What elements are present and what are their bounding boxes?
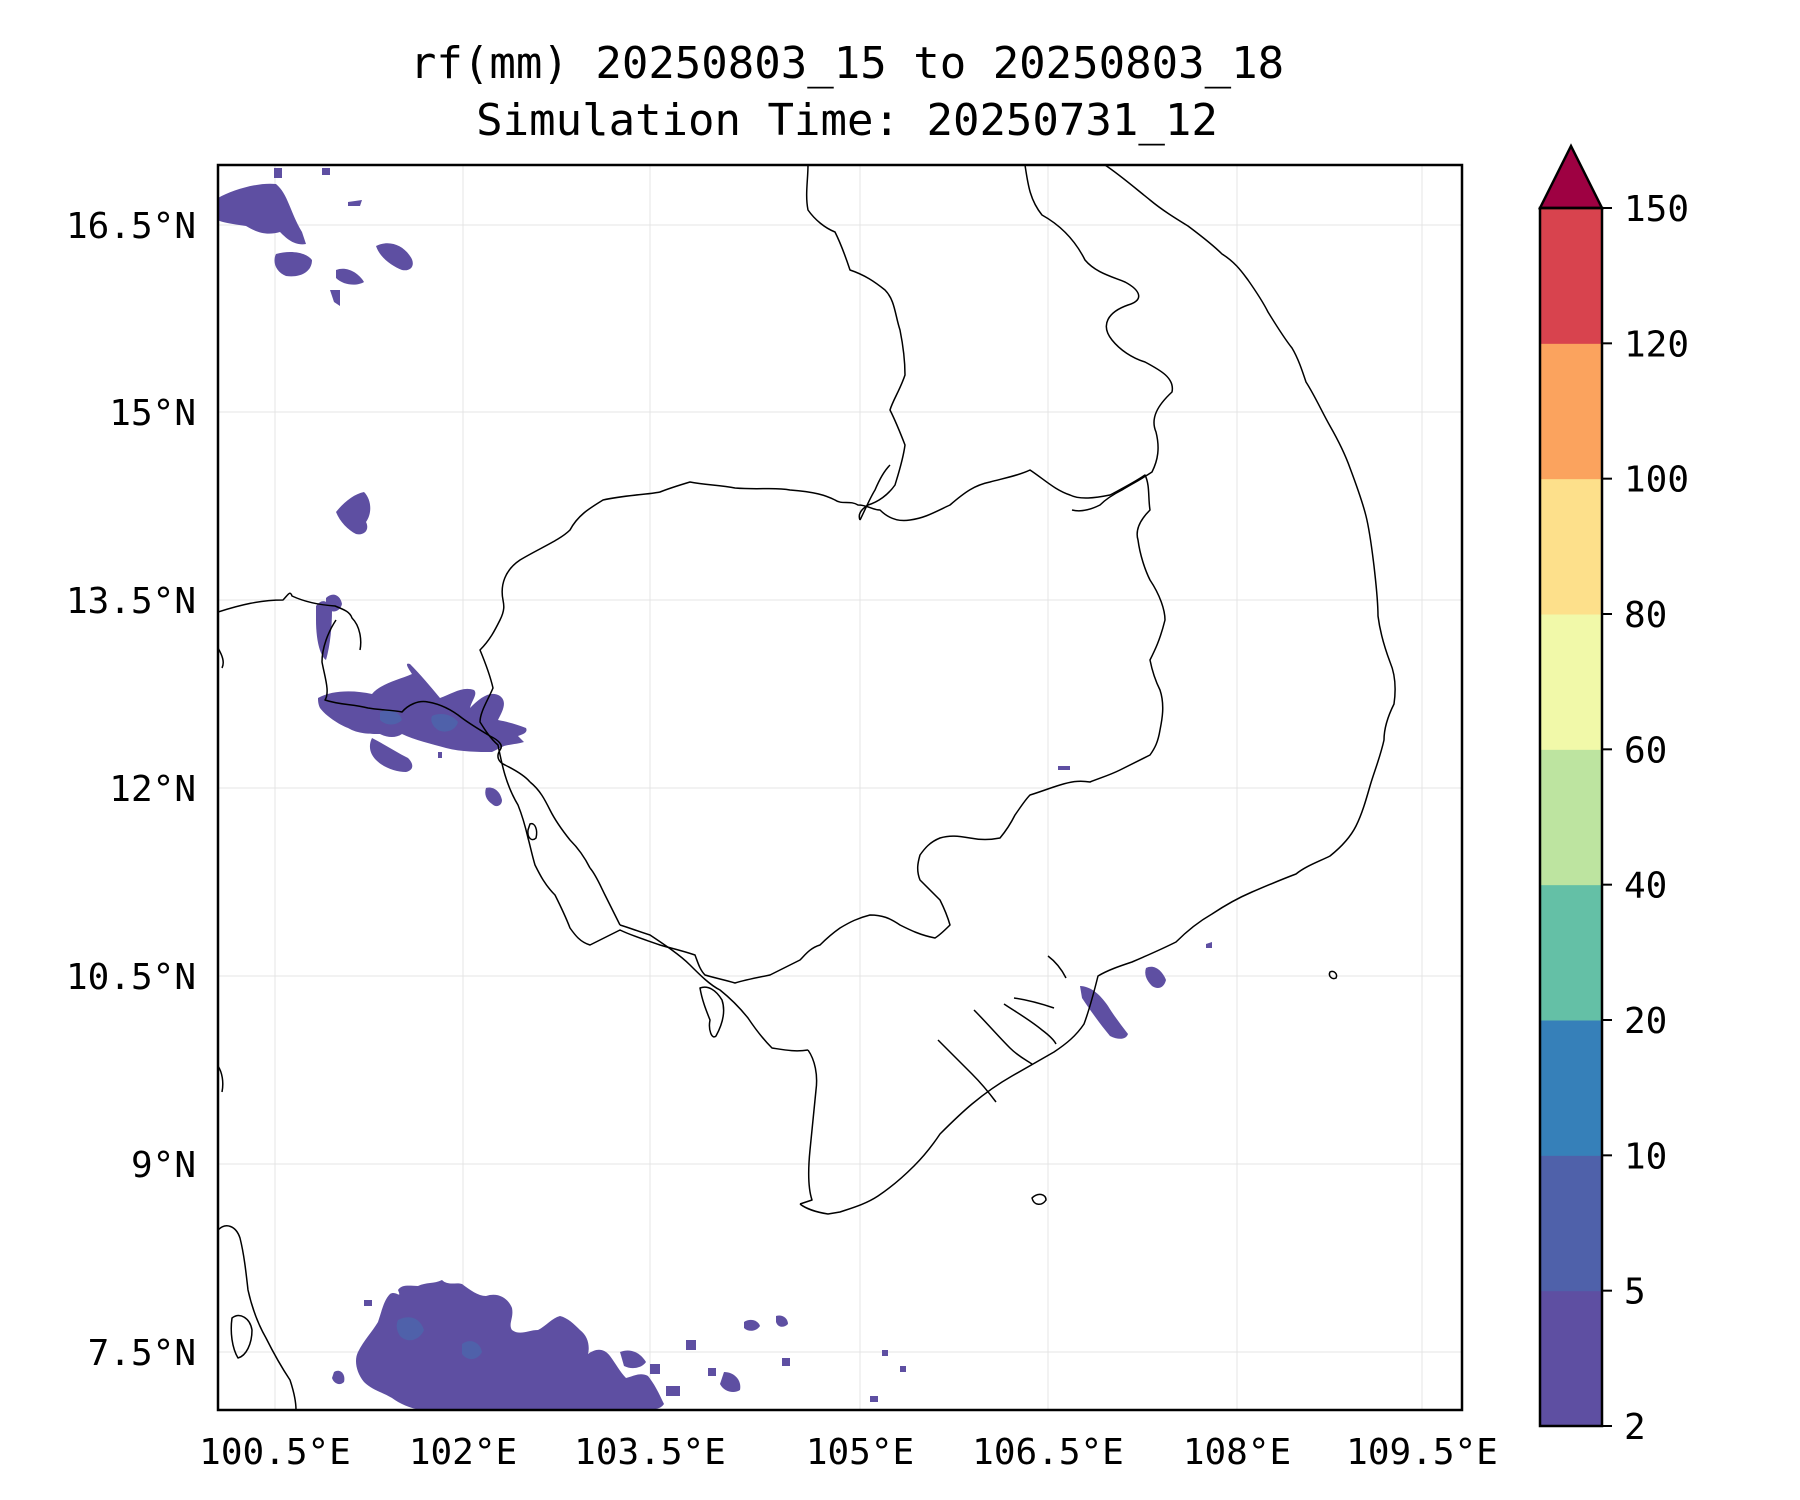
rainfall-layer [218,168,1212,1410]
colorbar-bands [1540,208,1602,1427]
colorbar-band-4 [1540,749,1602,886]
phu-quoc-island [699,986,725,1038]
title-line1: rf(mm) 20250803_15 to 20250803_18 [410,38,1284,89]
rain-region-gulf-of-thailand [316,594,527,807]
mekong-inlet-1 [937,1039,997,1103]
colorbar-band-3 [1540,884,1602,1021]
y-tick-label: 16.5°N [66,206,196,247]
colorbar-tick-label: 5 [1624,1272,1646,1313]
laos-vietnam-border [1024,165,1174,512]
colorbar-band-7 [1540,343,1602,480]
title-line2: Simulation Time: 20250731_12 [476,95,1218,146]
x-tick-label: 103.5°E [574,1432,726,1473]
colorbar-tick-label: 60 [1624,730,1667,771]
rain-region-south-sea [332,1280,906,1410]
colorbar-band-8 [1540,208,1602,344]
colorbar-extend-arrow [1537,143,1605,210]
mekong-inlet-5 [1047,955,1067,979]
colorbar-tick-label: 150 [1624,189,1689,230]
map-frame [216,163,1464,1412]
colorbar: 2 5 10 20 40 60 80 100 120 150 [1537,143,1689,1448]
map-panel: 100.5°E 102°E 103.5°E 105°E 106.5°E 108°E 109.… [66,163,1498,1473]
colorbar-tick-label: 20 [1624,1001,1667,1042]
colorbar-band-0 [1540,1290,1602,1427]
colorbar-tick-label: 80 [1624,595,1667,636]
colorbar-band-5 [1540,614,1602,750]
gridlines [218,165,1462,1410]
colorbar-tick-labels: 2 5 10 20 40 60 80 100 120 150 [1602,189,1689,1448]
thailand-coast-east-gulf [529,781,591,869]
colorbar-band-1 [1540,1155,1602,1292]
colorbar-tick-label: 100 [1624,460,1689,501]
x-tick-label: 109.5°E [1346,1432,1498,1473]
colorbar-band-2 [1540,1020,1602,1156]
cambodia-border [479,469,1166,984]
x-axis-tick-labels: 100.5°E 102°E 103.5°E 105°E 106.5°E 108°E 109.… [199,1432,1498,1473]
rain-region-north-west [218,168,413,535]
con-son-island [1031,1193,1047,1205]
colorbar-tick-label: 2 [1624,1407,1646,1448]
laos-cambodia-border [859,464,891,521]
cambodia-coast-islands [589,867,621,926]
x-tick-label: 106.5°E [972,1432,1124,1473]
colorbar-frame [1538,206,1604,1428]
malay-island [230,1314,253,1359]
y-tick-label: 15°N [109,393,196,434]
x-tick-label: 100.5°E [199,1432,351,1473]
thailand-gulf-coast [321,619,531,783]
coastlines-and-borders [218,165,1396,1410]
x-tick-label: 108°E [1183,1432,1291,1473]
colorbar-tick-label: 120 [1624,324,1689,365]
mekong-inlet-3 [1003,1003,1057,1045]
mekong-inlet-2 [973,1009,1033,1065]
cambodia-vietnam-southwest [619,924,809,1052]
thailand-myanmar-border [218,592,362,651]
thailand-laos-border [805,165,906,521]
phu-quy-island [1328,970,1338,980]
mekong-inlet-4 [1013,997,1055,1009]
malay-peninsula-coast [218,1225,297,1410]
y-tick-label: 7.5°N [88,1333,196,1374]
colorbar-band-6 [1540,478,1602,615]
vietnam-coast [799,165,1396,1215]
x-tick-label: 105°E [806,1432,914,1473]
ca-mau-peninsula [799,1049,818,1205]
x-tick-label: 102°E [409,1432,517,1473]
y-tick-label: 10.5°N [66,957,196,998]
y-tick-label: 12°N [109,769,196,810]
y-tick-label: 9°N [131,1145,196,1186]
colorbar-tick-label: 40 [1624,866,1667,907]
y-tick-label: 13.5°N [66,581,196,622]
colorbar-tick-label: 10 [1624,1136,1667,1177]
koh-kong-island [527,822,538,841]
y-axis-tick-labels: 16.5°N 15°N 13.5°N 12°N 10.5°N 9°N 7.5°N [66,206,196,1374]
